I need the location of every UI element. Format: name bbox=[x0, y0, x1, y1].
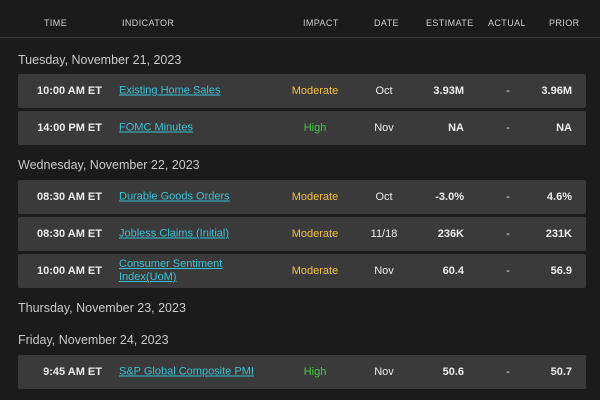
event-time: 9:45 AM ET bbox=[43, 366, 102, 378]
impact-label: High bbox=[303, 366, 327, 378]
indicator-link[interactable]: Consumer Sentiment Index(UoM) bbox=[119, 258, 223, 283]
prior-value: 231K bbox=[545, 228, 572, 240]
actual-value: - bbox=[506, 366, 510, 378]
day-heading: Friday, November 24, 2023 bbox=[18, 333, 169, 347]
table-row: 9:45 AM ET S&P Global Composite PMI High… bbox=[18, 355, 586, 389]
event-time: 14:00 PM ET bbox=[37, 122, 102, 134]
estimate-value: 3.93M bbox=[433, 85, 464, 97]
indicator-link[interactable]: Durable Goods Orders bbox=[119, 190, 230, 203]
day-heading: Tuesday, November 21, 2023 bbox=[18, 53, 182, 67]
table-row: 14:00 PM ET FOMC Minutes High Nov NA - N… bbox=[18, 111, 586, 145]
impact-label: Moderate bbox=[291, 228, 339, 240]
day-heading: Thursday, November 23, 2023 bbox=[18, 301, 186, 315]
actual-value: - bbox=[506, 122, 510, 134]
event-time: 08:30 AM ET bbox=[36, 228, 102, 240]
prior-value: 56.9 bbox=[550, 265, 572, 277]
estimate-value: -3.0% bbox=[435, 191, 464, 203]
header-estimate: ESTIMATE bbox=[426, 18, 474, 28]
indicator-link[interactable]: Existing Home Sales bbox=[119, 84, 221, 97]
impact-label: Moderate bbox=[291, 85, 339, 97]
header-indicator: INDICATOR bbox=[122, 18, 175, 28]
header-impact: IMPACT bbox=[303, 18, 339, 28]
prior-value: 50.7 bbox=[550, 366, 572, 378]
header-date: DATE bbox=[374, 18, 399, 28]
table-row: 10:00 AM ET Consumer Sentiment Index(UoM… bbox=[18, 254, 586, 288]
event-date: Nov bbox=[374, 122, 394, 134]
actual-value: - bbox=[506, 85, 510, 97]
header-actual: ACTUAL bbox=[488, 18, 526, 28]
indicator-link[interactable]: S&P Global Composite PMI bbox=[119, 365, 254, 378]
impact-label: High bbox=[303, 122, 327, 134]
estimate-value: 50.6 bbox=[442, 366, 464, 378]
event-date: Oct bbox=[375, 191, 393, 203]
table-header: TIME INDICATOR IMPACT DATE ESTIMATE ACTU… bbox=[0, 0, 600, 38]
indicator-link[interactable]: FOMC Minutes bbox=[119, 121, 193, 134]
impact-label: Moderate bbox=[291, 265, 339, 277]
event-date: Oct bbox=[375, 85, 393, 97]
header-time: TIME bbox=[44, 18, 68, 28]
actual-value: - bbox=[506, 228, 510, 240]
prior-value: 4.6% bbox=[546, 191, 572, 203]
table-row: 08:30 AM ET Durable Goods Orders Moderat… bbox=[18, 180, 586, 214]
event-date: 11/18 bbox=[370, 228, 398, 240]
prior-value: NA bbox=[556, 122, 572, 134]
table-row: 10:00 AM ET Existing Home Sales Moderate… bbox=[18, 74, 586, 108]
prior-value: 3.96M bbox=[541, 85, 572, 97]
estimate-value: NA bbox=[448, 122, 464, 134]
event-time: 10:00 AM ET bbox=[36, 265, 102, 277]
actual-value: - bbox=[506, 265, 510, 277]
event-date: Nov bbox=[374, 265, 394, 277]
indicator-link[interactable]: Jobless Claims (Initial) bbox=[119, 227, 230, 240]
event-time: 08:30 AM ET bbox=[36, 191, 102, 203]
estimate-value: 60.4 bbox=[442, 265, 464, 277]
header-prior: PRIOR bbox=[549, 18, 580, 28]
day-heading: Wednesday, November 22, 2023 bbox=[18, 158, 200, 172]
impact-label: Moderate bbox=[291, 191, 339, 203]
actual-value: - bbox=[506, 191, 510, 203]
estimate-value: 236K bbox=[437, 228, 464, 240]
event-date: Nov bbox=[374, 366, 394, 378]
table-row: 08:30 AM ET Jobless Claims (Initial) Mod… bbox=[18, 217, 586, 251]
event-time: 10:00 AM ET bbox=[36, 85, 102, 97]
